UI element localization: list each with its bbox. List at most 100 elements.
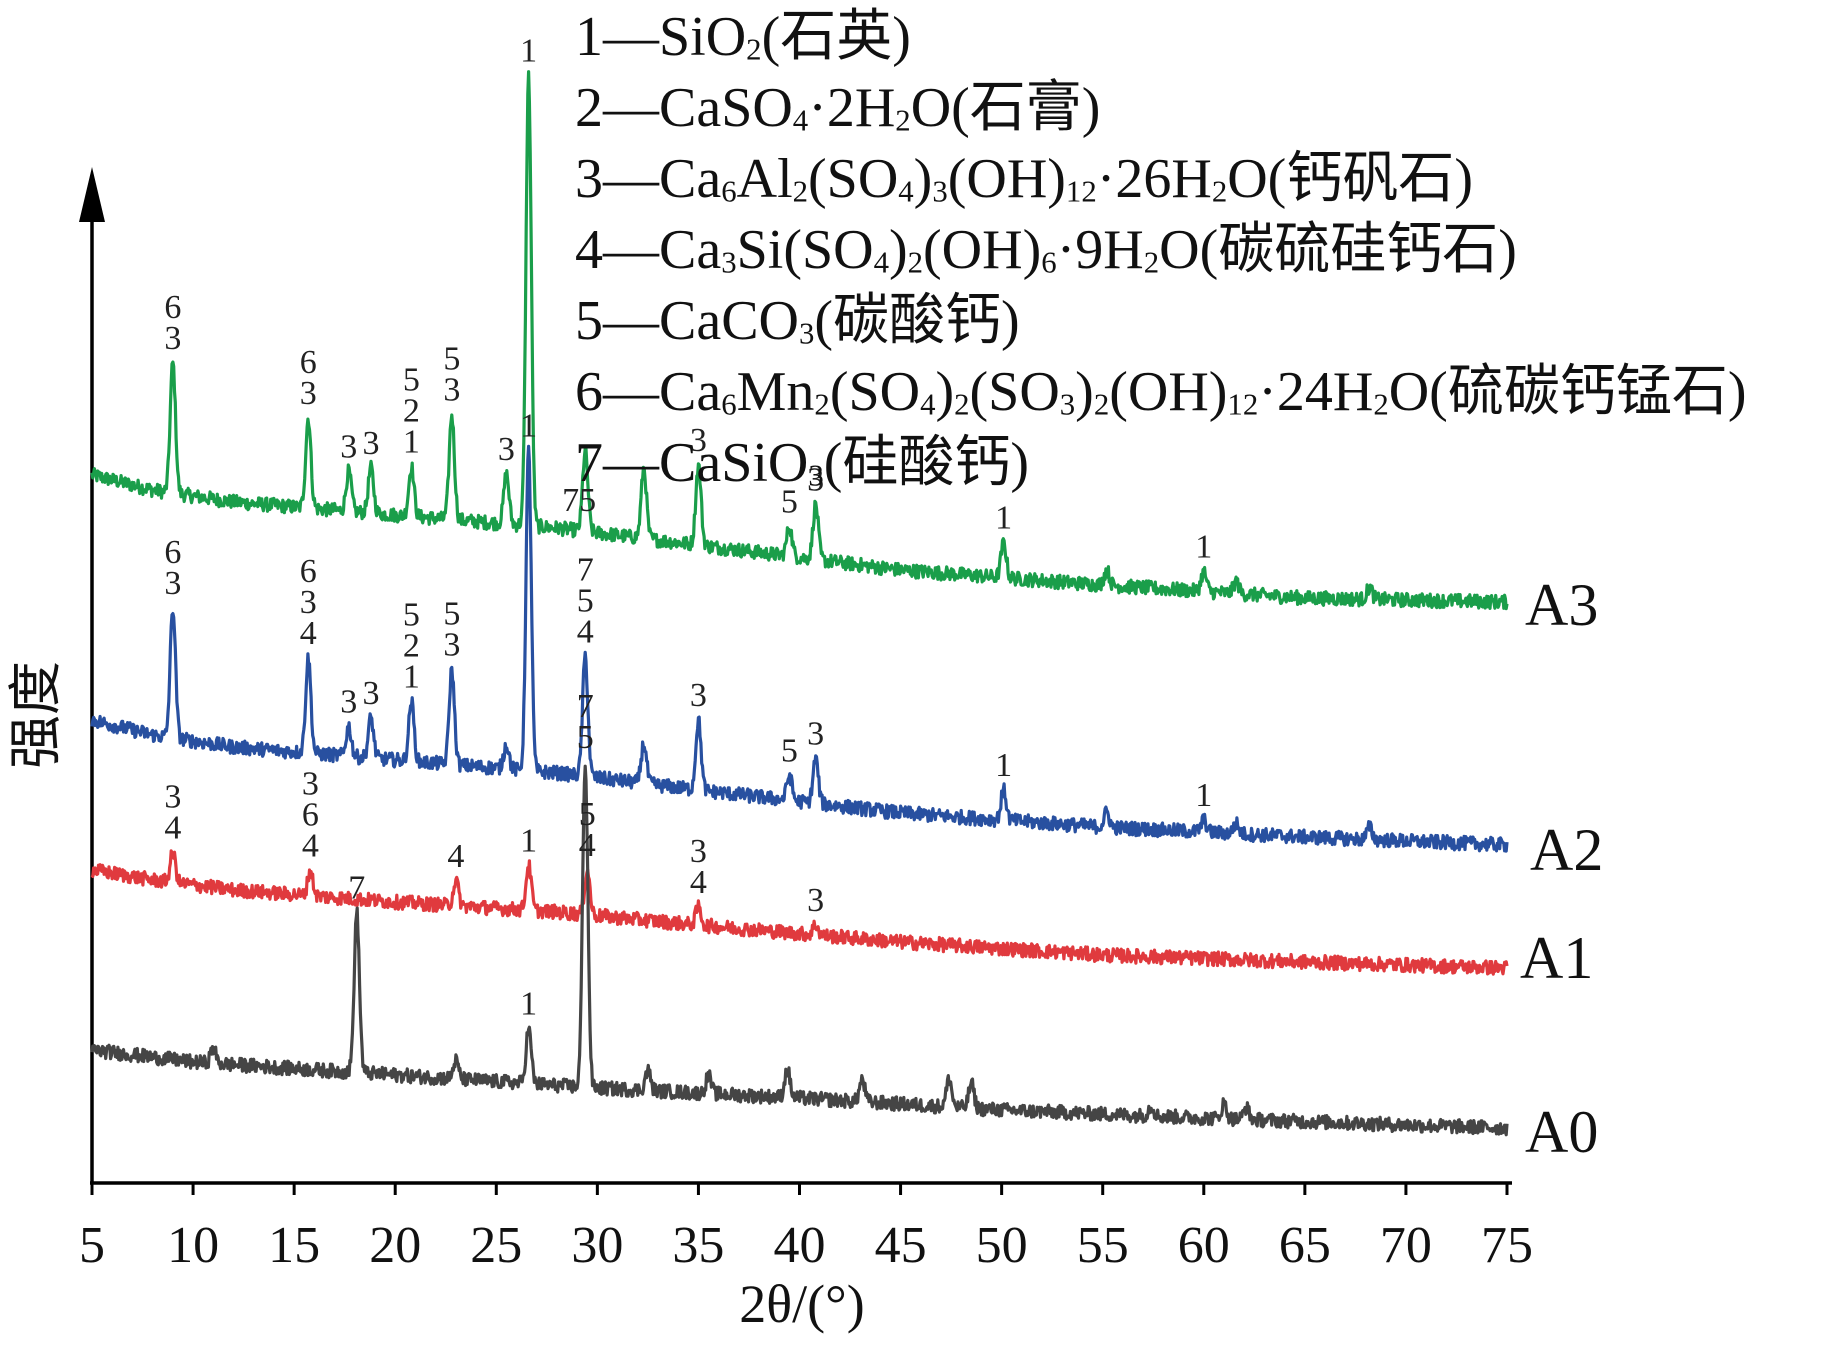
peak-label: 1 bbox=[520, 822, 537, 859]
series-line-a2 bbox=[90, 444, 1509, 853]
peak-label: 4 bbox=[164, 810, 181, 847]
peak-label: 4 bbox=[300, 615, 317, 652]
peak-label: 5 bbox=[443, 596, 460, 633]
peak-label: 3 bbox=[300, 375, 317, 412]
peak-label: 3 bbox=[340, 683, 357, 720]
legend-formula: Ca3Si(SO4)2(OH)6·9H2O bbox=[659, 219, 1200, 281]
peak-label: 7 bbox=[348, 870, 365, 907]
legend-dash: — bbox=[603, 290, 659, 352]
peak-label: 1 bbox=[995, 500, 1012, 537]
x-tick-label: 25 bbox=[470, 1217, 522, 1274]
peak-label: 3 bbox=[340, 428, 357, 465]
x-tick-label: 55 bbox=[1077, 1217, 1129, 1274]
peak-label: 3 bbox=[807, 882, 824, 919]
legend-key: 5 bbox=[575, 290, 603, 352]
legend-formula: Ca6Al2(SO4)3(OH)12·26H2O bbox=[659, 148, 1268, 210]
series-label-a3: A3 bbox=[1525, 572, 1598, 638]
legend-key: 3 bbox=[575, 148, 603, 210]
x-tick-label: 75 bbox=[1481, 1217, 1533, 1274]
peak-label: 3 bbox=[362, 675, 379, 712]
legend-key: 2 bbox=[575, 77, 603, 139]
peak-label: 5 bbox=[403, 361, 420, 398]
peak-label: 6 bbox=[300, 553, 317, 590]
series-line-a1 bbox=[90, 849, 1509, 976]
legend-formula: CaCO3 bbox=[659, 290, 815, 352]
legend-item: 2—CaSO4·2H2O(石膏) bbox=[575, 73, 1746, 144]
x-tick-label: 60 bbox=[1178, 1217, 1230, 1274]
x-tick-label: 15 bbox=[268, 1217, 320, 1274]
series-label-a0: A0 bbox=[1525, 1099, 1598, 1165]
peak-label: 6 bbox=[164, 534, 181, 571]
legend-item: 4—Ca3Si(SO4)2(OH)6·9H2O(碳硫硅钙石) bbox=[575, 215, 1746, 286]
peak-label: 1 bbox=[1195, 777, 1212, 814]
peak-label: 3 bbox=[164, 565, 181, 602]
legend-item: 7—CaSiO3(硅酸钙) bbox=[575, 428, 1746, 499]
peak-label: 1 bbox=[995, 747, 1012, 784]
legend-item: 5—CaCO3(碳酸钙) bbox=[575, 286, 1746, 357]
peak-label: 5 bbox=[403, 596, 420, 633]
peak-label: 7 bbox=[577, 551, 594, 588]
peak-label: 3 bbox=[443, 372, 460, 409]
peak-label: 4 bbox=[302, 828, 319, 865]
x-tick-label: 30 bbox=[571, 1217, 623, 1274]
peak-label: 5 bbox=[577, 719, 594, 756]
x-tick-label: 5 bbox=[79, 1217, 105, 1274]
peak-label: 3 bbox=[807, 715, 824, 752]
legend-formula: Ca6Mn2(SO4)2(SO3)2(OH)12·24H2O bbox=[659, 361, 1430, 423]
legend: 1—SiO2(石英) 2—CaSO4·2H2O(石膏) 3—Ca6Al2(SO4)3… bbox=[575, 2, 1746, 499]
legend-item: 6—Ca6Mn2(SO4)2(SO3)2(OH)12·24H2O(硫碳钙锰石) bbox=[575, 357, 1746, 428]
peak-label: 6 bbox=[300, 344, 317, 381]
legend-key: 1 bbox=[575, 6, 603, 68]
peak-label: 1 bbox=[520, 986, 537, 1023]
peak-label: 7 bbox=[577, 688, 594, 725]
legend-dash: — bbox=[603, 77, 659, 139]
peak-label: 1 bbox=[520, 408, 537, 445]
legend-dash: — bbox=[603, 6, 659, 68]
x-ticks: 5 10 15 20 25 30 35 40 45 50 55 60 65 70 75 bbox=[79, 1183, 1533, 1274]
legend-key: 7 bbox=[575, 432, 603, 494]
legend-formula: SiO2 bbox=[659, 6, 762, 68]
peak-label: 3 bbox=[498, 431, 515, 468]
legend-item: 3—Ca6Al2(SO4)3(OH)12·26H2O(钙矾石) bbox=[575, 144, 1746, 215]
peak-label: 3 bbox=[302, 766, 319, 803]
peak-label: 3 bbox=[690, 422, 707, 459]
peak-label: 1 bbox=[403, 423, 420, 460]
x-tick-label: 65 bbox=[1279, 1217, 1331, 1274]
legend-dash: — bbox=[603, 432, 659, 494]
peak-label: 4 bbox=[579, 827, 596, 864]
legend-mineral-name: (硫碳钙锰石) bbox=[1429, 361, 1747, 423]
legend-mineral-name: (碳酸钙) bbox=[814, 290, 1020, 352]
x-tick-label: 50 bbox=[976, 1217, 1028, 1274]
peak-label: 5 bbox=[443, 341, 460, 378]
peak-label: 1 bbox=[520, 33, 537, 70]
peak-label: 3 bbox=[164, 320, 181, 357]
peak-label: 2 bbox=[403, 392, 420, 429]
peak-label: 5 bbox=[579, 796, 596, 833]
peak-label: 3 bbox=[300, 584, 317, 621]
x-axis-title: 2θ/(°) bbox=[739, 1274, 864, 1334]
peak-label: 4 bbox=[447, 838, 464, 875]
peak-label: 3 bbox=[690, 677, 707, 714]
legend-mineral-name: (石英) bbox=[761, 6, 911, 68]
y-axis-title: 强度 bbox=[6, 661, 66, 769]
series-line-a0 bbox=[90, 764, 1509, 1137]
legend-mineral-name: (碳硫硅钙石) bbox=[1199, 219, 1517, 281]
peak-label: 1 bbox=[403, 658, 420, 695]
legend-dash: — bbox=[603, 148, 659, 210]
legend-formula: CaSiO3 bbox=[659, 432, 824, 494]
legend-formula: CaSO4·2H2O bbox=[659, 77, 952, 139]
legend-key: 4 bbox=[575, 219, 603, 281]
peak-label: 3 bbox=[807, 462, 824, 499]
peak-label: 6 bbox=[164, 289, 181, 326]
peak-label: 6 bbox=[302, 797, 319, 834]
peak-label: 5 bbox=[577, 582, 594, 619]
legend-key: 6 bbox=[575, 361, 603, 423]
x-tick-label: 70 bbox=[1380, 1217, 1432, 1274]
peak-label: 5 bbox=[781, 483, 798, 520]
x-tick-label: 20 bbox=[369, 1217, 421, 1274]
y-axis-arrow bbox=[79, 167, 105, 222]
legend-dash: — bbox=[603, 219, 659, 281]
x-tick-label: 40 bbox=[774, 1217, 826, 1274]
